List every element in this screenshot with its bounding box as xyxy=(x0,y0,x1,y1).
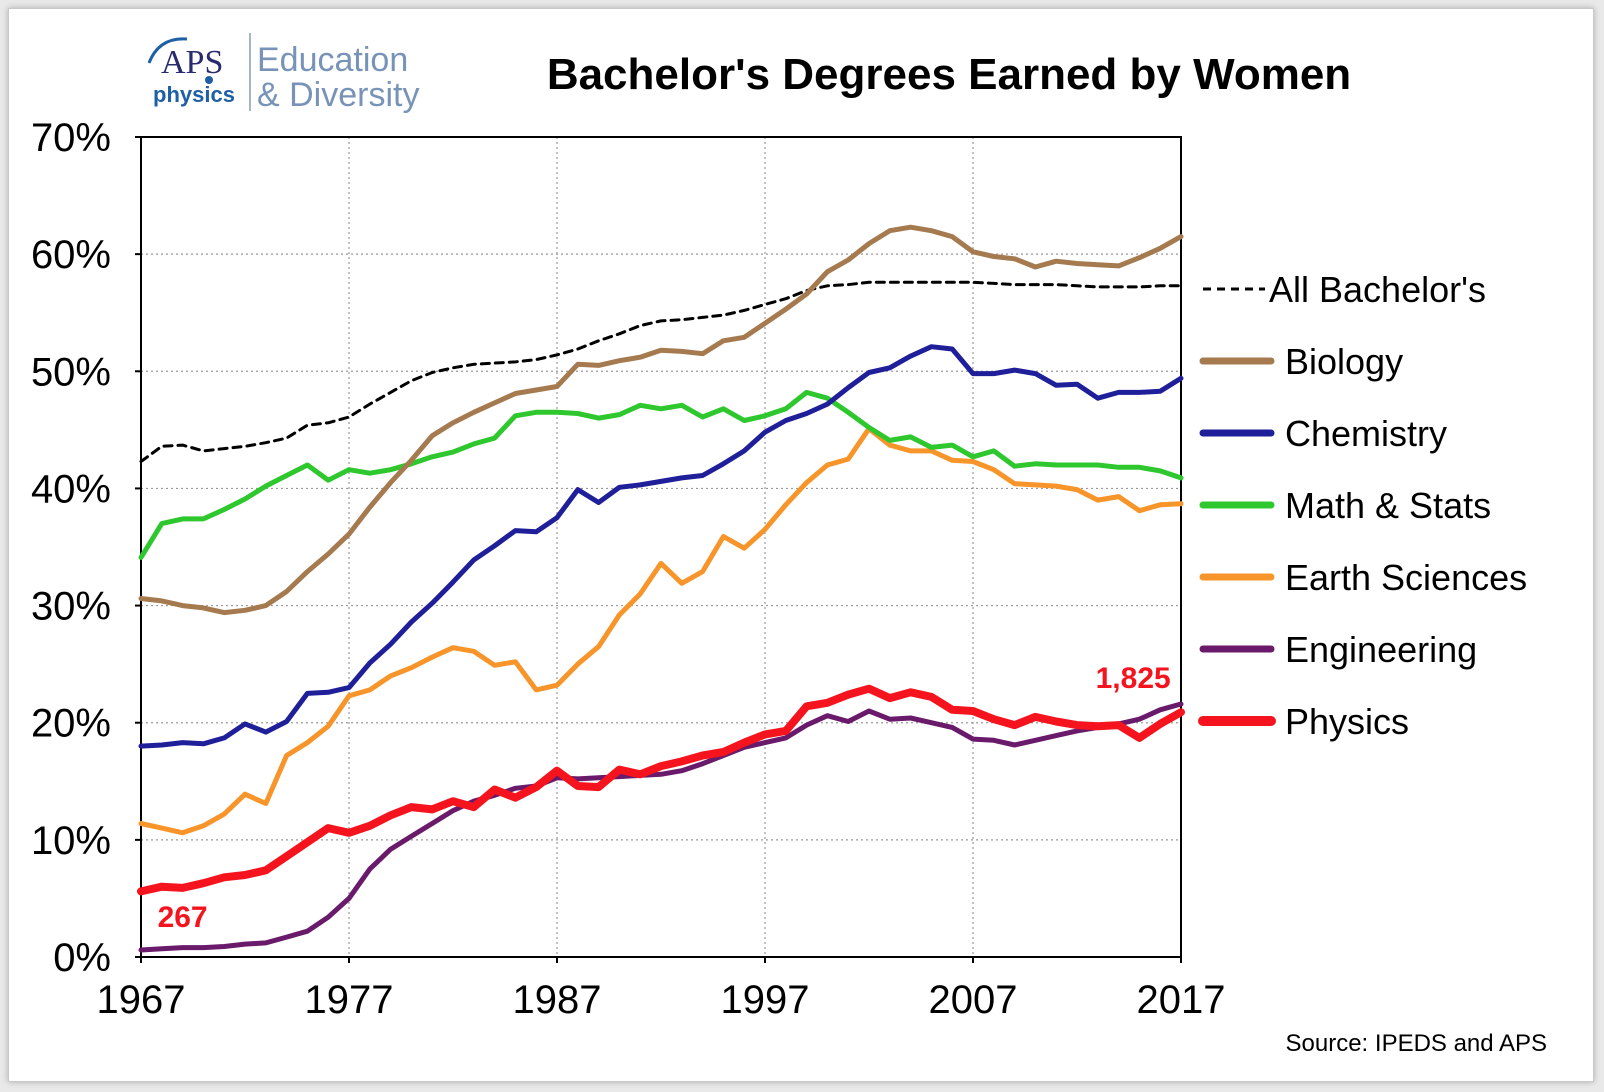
chart-title: Bachelor's Degrees Earned by Women xyxy=(547,50,1351,99)
annotations: 267 1,825 xyxy=(158,662,1171,934)
y-tick-label: 70% xyxy=(31,116,111,160)
legend-label: Physics xyxy=(1285,701,1409,742)
series-line-chemistry xyxy=(138,344,1184,749)
aps-logo-swoosh-icon xyxy=(147,37,188,64)
plot-area-border xyxy=(140,136,1182,958)
legend-label: All Bachelor's xyxy=(1269,269,1486,310)
y-tick-label: 30% xyxy=(31,585,111,629)
x-tick-label: 1997 xyxy=(721,978,810,1022)
y-tick-label: 40% xyxy=(31,467,111,511)
y-tick-label: 20% xyxy=(31,702,111,746)
legend-label: Earth Sciences xyxy=(1285,557,1527,598)
aps-logo-dot-icon xyxy=(205,76,213,84)
chart-frame: APS physics Education & Diversity Bachel… xyxy=(8,8,1594,1082)
logo-line2: & Diversity xyxy=(257,76,419,114)
x-tick-label: 1977 xyxy=(305,978,394,1022)
chart: APS physics Education & Diversity Bachel… xyxy=(31,33,1547,1057)
x-tick-label: 1987 xyxy=(513,978,602,1022)
logo-physics: physics xyxy=(153,82,235,107)
x-axis: 1967 1977 1987 1997 2007 2017 xyxy=(97,957,1226,1022)
chart-grid xyxy=(141,137,1181,957)
legend-label: Biology xyxy=(1285,341,1403,382)
logo-line1: Education xyxy=(257,41,408,79)
logo-aps: APS xyxy=(161,44,223,81)
annotation-label: 1,825 xyxy=(1096,662,1171,695)
series-line-physics xyxy=(137,684,1185,896)
x-tick-label: 2007 xyxy=(929,978,1018,1022)
y-tick-label: 60% xyxy=(31,233,111,277)
y-tick-label: 10% xyxy=(31,819,111,863)
legend: All Bachelor's Biology Chemistry Math & Sta… xyxy=(1198,269,1527,742)
y-tick-label: 50% xyxy=(31,350,111,394)
series-line-earth-sciences xyxy=(138,426,1184,836)
y-axis: 0% 10% 20% 30% 40% 50% 60% 70% xyxy=(31,116,141,980)
annotation-label: 267 xyxy=(158,901,208,934)
y-tick-label: 0% xyxy=(53,936,111,980)
legend-label: Math & Stats xyxy=(1285,485,1491,526)
x-tick-label: 1967 xyxy=(97,978,186,1022)
source-note: Source: IPEDS and APS xyxy=(1286,1030,1547,1057)
series-line-math-stats xyxy=(138,389,1184,560)
series-lines xyxy=(137,224,1185,953)
aps-logo: APS physics Education & Diversity xyxy=(147,33,419,114)
series-line-engineering xyxy=(138,701,1184,953)
series-line-all-bachelor-s xyxy=(139,280,1183,463)
legend-label: Engineering xyxy=(1285,629,1477,670)
legend-label: Chemistry xyxy=(1285,413,1447,454)
x-tick-label: 2017 xyxy=(1137,978,1226,1022)
series-line-biology xyxy=(138,224,1184,616)
